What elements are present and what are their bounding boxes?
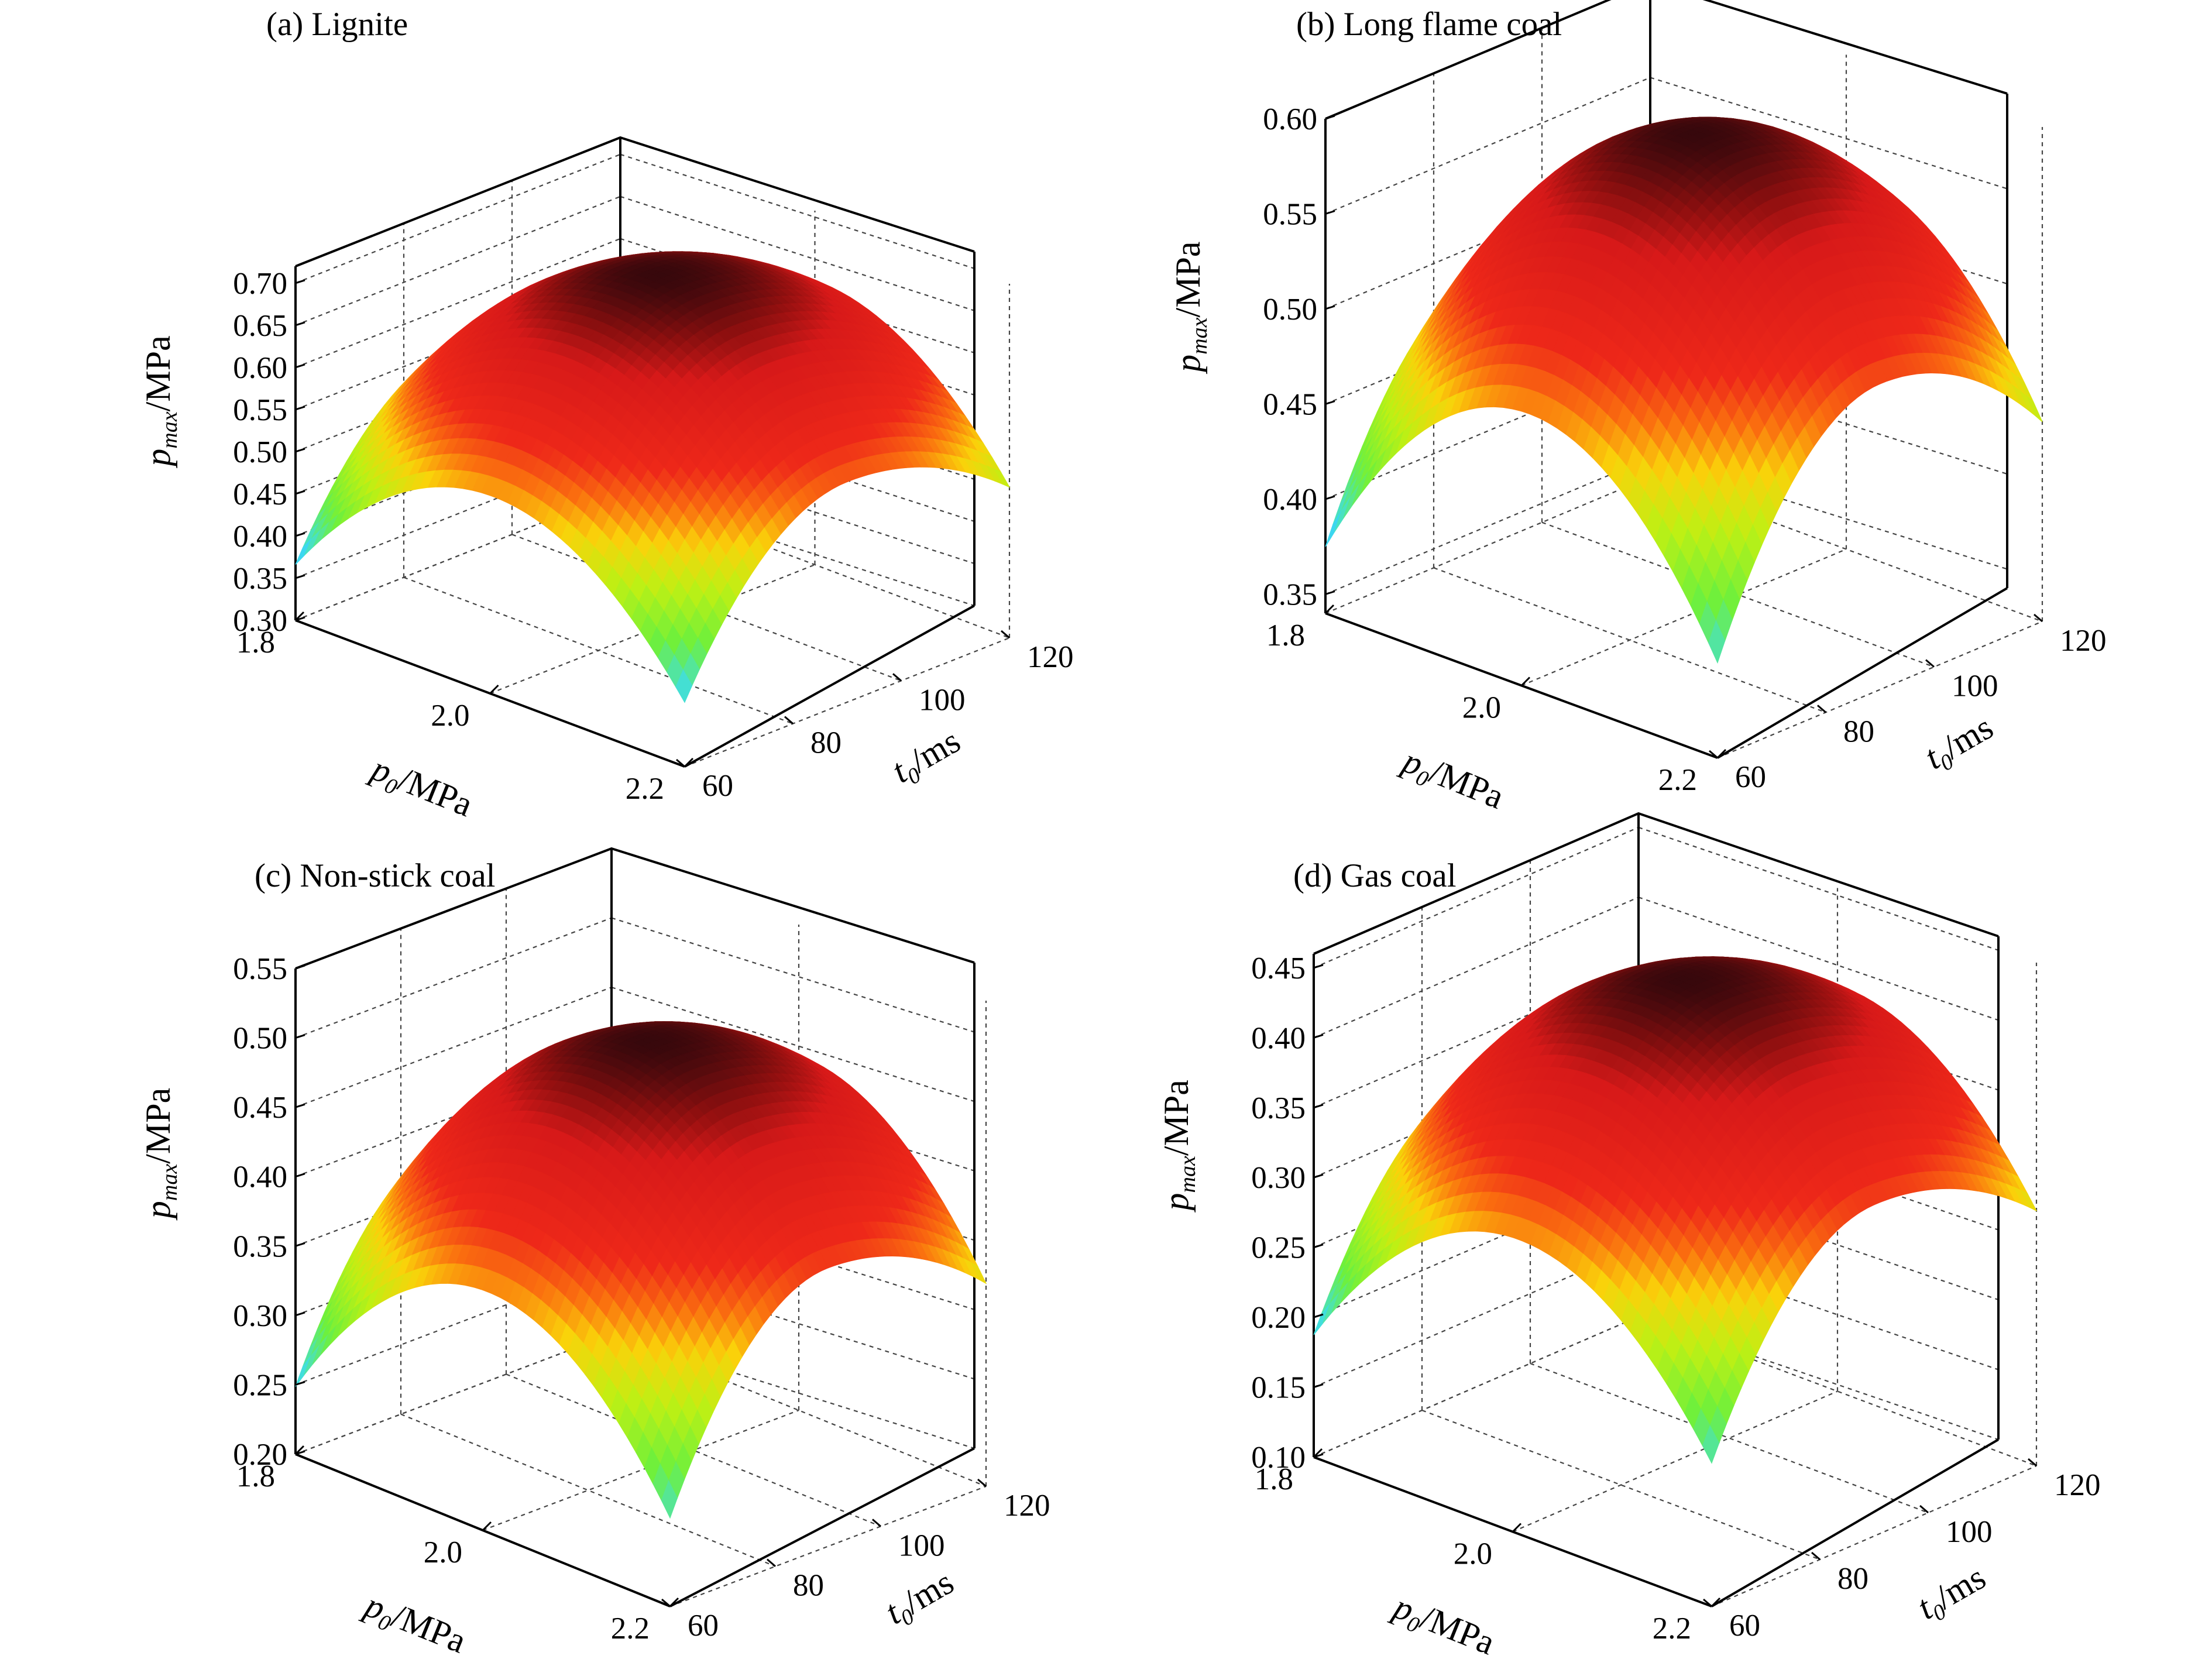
grid-floor-y bbox=[403, 576, 794, 724]
y-axis-line bbox=[684, 604, 975, 768]
z-tick-mark bbox=[295, 363, 305, 369]
z-tick-mark bbox=[1325, 400, 1335, 405]
z-tick-label: 0.50 bbox=[1263, 293, 1317, 327]
grid-floor-x bbox=[295, 1333, 612, 1455]
z-tick-label: 0.55 bbox=[1263, 198, 1317, 232]
y-tick-label: 120 bbox=[2060, 624, 2107, 658]
box-top-back bbox=[295, 136, 975, 267]
y-tick-label: 80 bbox=[1843, 715, 1874, 748]
z-tick-mark bbox=[295, 279, 305, 284]
y-axis-label: t0/ms bbox=[885, 721, 969, 794]
panel-title: (a) Lignite bbox=[266, 6, 408, 43]
z-tick-label: 0.45 bbox=[1263, 388, 1317, 422]
z-tick-label: 0.70 bbox=[233, 267, 287, 301]
z-tick-label: 0.50 bbox=[233, 435, 287, 469]
y-tick-label: 120 bbox=[1027, 640, 1074, 674]
z-tick-label: 0.60 bbox=[233, 351, 287, 385]
y-tick-label: 100 bbox=[1952, 669, 1998, 703]
z-tick-mark bbox=[295, 532, 305, 537]
surface bbox=[295, 1021, 987, 1519]
y-tick-label: 100 bbox=[919, 683, 966, 717]
z-tick-label: 0.60 bbox=[1263, 102, 1317, 136]
z-tick-mark bbox=[1325, 495, 1335, 500]
grid-floor-x bbox=[295, 490, 621, 621]
grid-floor-x bbox=[1325, 476, 1651, 614]
panel-a: (a) Lignite0.300.350.400.450.500.550.600… bbox=[139, 6, 1074, 828]
z-tick-label: 0.35 bbox=[233, 562, 287, 596]
z-tick-mark bbox=[295, 406, 305, 411]
x-axis-label: p0/MPa bbox=[363, 748, 478, 828]
grid-z-left bbox=[295, 917, 612, 1039]
z-tick-label: 0.55 bbox=[233, 393, 287, 427]
y-tick-label: 60 bbox=[702, 769, 733, 803]
panel-b: (b) Long flame coal0.350.400.450.500.550… bbox=[1169, 0, 2107, 820]
panel-c: (c) Non-stick coal0.200.250.300.350.400.… bbox=[139, 847, 1050, 1659]
y-tick-label: 80 bbox=[810, 726, 841, 760]
x-tick-mark bbox=[1324, 604, 1335, 614]
x-tick-mark bbox=[489, 684, 499, 695]
z-tick-label: 0.40 bbox=[1263, 483, 1317, 517]
x-tick-label: 2.0 bbox=[1462, 691, 1501, 725]
z-tick-mark bbox=[1325, 210, 1335, 215]
z-tick-mark bbox=[295, 321, 305, 327]
z-tick-mark bbox=[295, 490, 305, 495]
surface bbox=[295, 251, 1011, 703]
x-tick-label: 1.8 bbox=[1266, 619, 1305, 652]
z-tick-label: 0.65 bbox=[233, 309, 287, 343]
x-tick-label: 2.2 bbox=[626, 772, 664, 806]
x-tick-label: 1.8 bbox=[236, 626, 275, 660]
x-axis-label: p0/MPa bbox=[1394, 740, 1509, 820]
z-tick-mark bbox=[1325, 305, 1335, 310]
y-axis-label: t0/ms bbox=[1918, 707, 2002, 781]
grid-z-left bbox=[295, 448, 621, 579]
grid-floor-x bbox=[684, 637, 1010, 768]
z-axis-label: pmax/MPa bbox=[139, 335, 182, 468]
z-tick-label: 0.35 bbox=[1263, 578, 1317, 612]
x-tick-mark bbox=[1520, 676, 1531, 686]
z-tick-label: 0.40 bbox=[233, 520, 287, 554]
grid-z-right bbox=[1704, 0, 2008, 95]
y-tick-label: 60 bbox=[1735, 760, 1766, 794]
x-tick-label: 2.0 bbox=[431, 699, 469, 733]
surface-patch bbox=[1325, 510, 1342, 547]
z-tick-mark bbox=[1325, 590, 1335, 595]
grid-z-left bbox=[295, 238, 621, 368]
surface bbox=[1325, 116, 2043, 664]
z-tick-mark bbox=[295, 448, 305, 453]
grid-z-right bbox=[611, 917, 975, 1033]
grid-z-left bbox=[295, 195, 621, 326]
panel-title: (c) Non-stick coal bbox=[255, 857, 496, 894]
z-tick-label: 0.45 bbox=[233, 478, 287, 511]
grid-z-left bbox=[295, 153, 621, 284]
z-tick-mark bbox=[295, 574, 305, 579]
surface-patch bbox=[295, 538, 312, 565]
x-tick-label: 2.2 bbox=[1658, 763, 1697, 797]
z-axis-label: pmax/MPa bbox=[1169, 241, 1212, 374]
